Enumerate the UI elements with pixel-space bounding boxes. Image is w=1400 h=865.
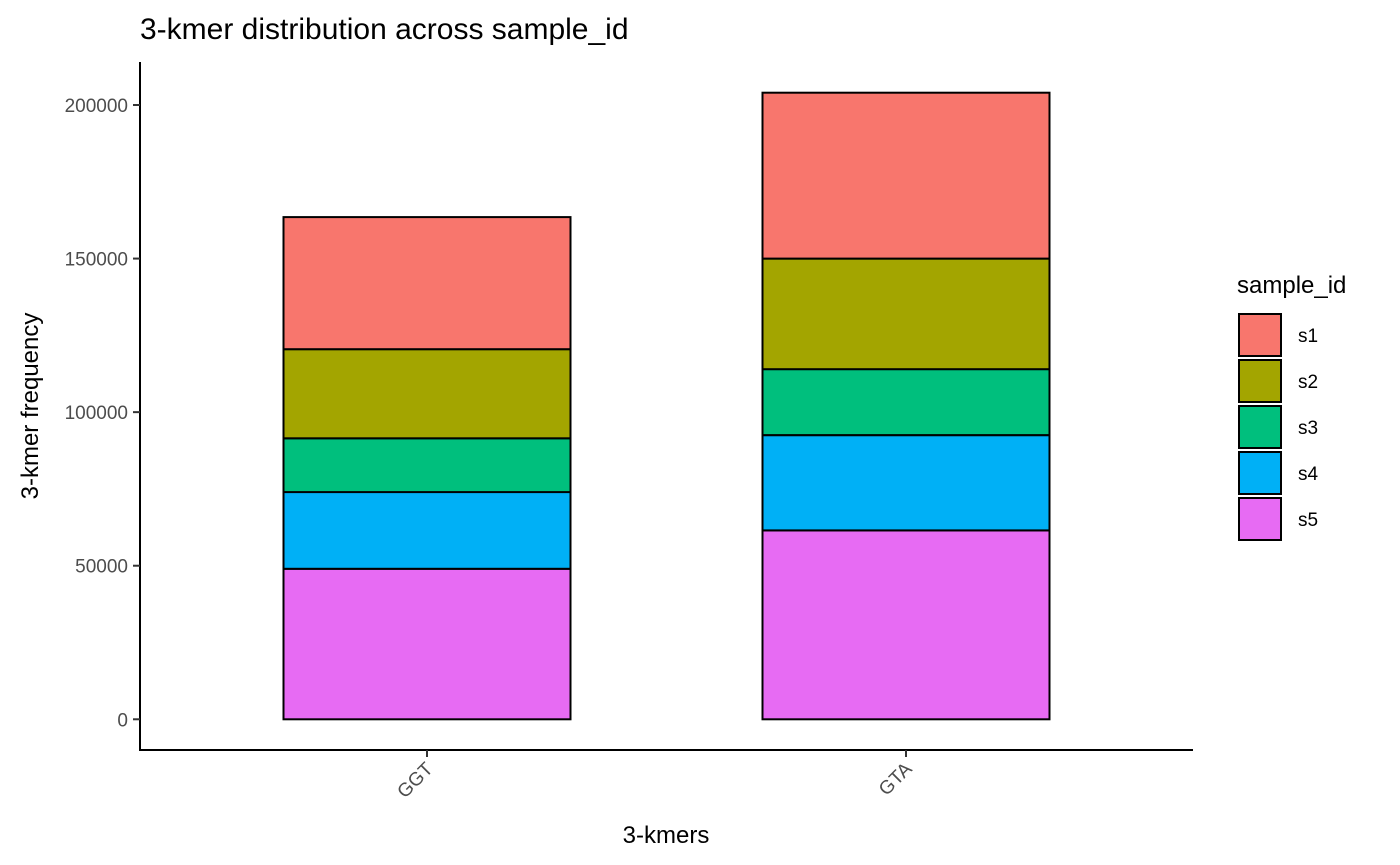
legend-label-s1: s1: [1298, 326, 1318, 347]
legend-label-s3: s3: [1298, 418, 1318, 439]
legend-key-s1: [1238, 313, 1282, 357]
legend-label-s4: s4: [1298, 464, 1319, 485]
y-tick-label: 50000: [75, 557, 128, 578]
x-tick-label: GTA: [875, 758, 917, 800]
legend-key-s5: [1238, 497, 1282, 541]
legend: sample_id s1 s2 s3 s4 s5: [1237, 272, 1346, 541]
plot-area: [282, 91, 1051, 721]
bar-segment-GTA-s5: [761, 529, 1051, 721]
y-axis-ticks: 0 50000 100000 150000 200000: [65, 96, 140, 731]
x-axis-title: 3-kmers: [623, 822, 710, 849]
x-tick-label: GGT: [394, 758, 438, 802]
legend-key-s3: [1238, 405, 1282, 449]
bar-stack-GTA: [761, 91, 1051, 721]
y-axis-title: 3-kmer frequency: [17, 313, 44, 500]
bar-segment-GGT-s1: [282, 216, 572, 351]
legend-key-s4: [1238, 451, 1282, 495]
legend-label-s2: s2: [1298, 372, 1318, 393]
y-tick-label: 150000: [65, 250, 128, 271]
bar-segment-GGT-s2: [282, 348, 572, 440]
y-tick-label: 0: [117, 710, 128, 731]
y-tick-label: 100000: [65, 403, 128, 424]
bar-segment-GTA-s2: [761, 257, 1051, 371]
bar-segment-GGT-s4: [282, 491, 572, 570]
legend-label-s5: s5: [1298, 510, 1318, 531]
bar-stack-GGT: [282, 216, 572, 721]
bar-segment-GTA-s1: [761, 91, 1051, 260]
axes: [139, 62, 1193, 751]
legend-key-s2: [1238, 359, 1282, 403]
y-tick-label: 200000: [65, 96, 128, 117]
bar-segment-GGT-s3: [282, 437, 572, 494]
legend-title: sample_id: [1237, 272, 1346, 299]
x-axis-ticks: GGT GTA: [394, 750, 917, 803]
bar-segment-GTA-s4: [761, 434, 1051, 532]
bar-segment-GTA-s3: [761, 368, 1051, 437]
bar-segment-GGT-s5: [282, 567, 572, 721]
chart-title: 3-kmer distribution across sample_id: [140, 13, 629, 46]
